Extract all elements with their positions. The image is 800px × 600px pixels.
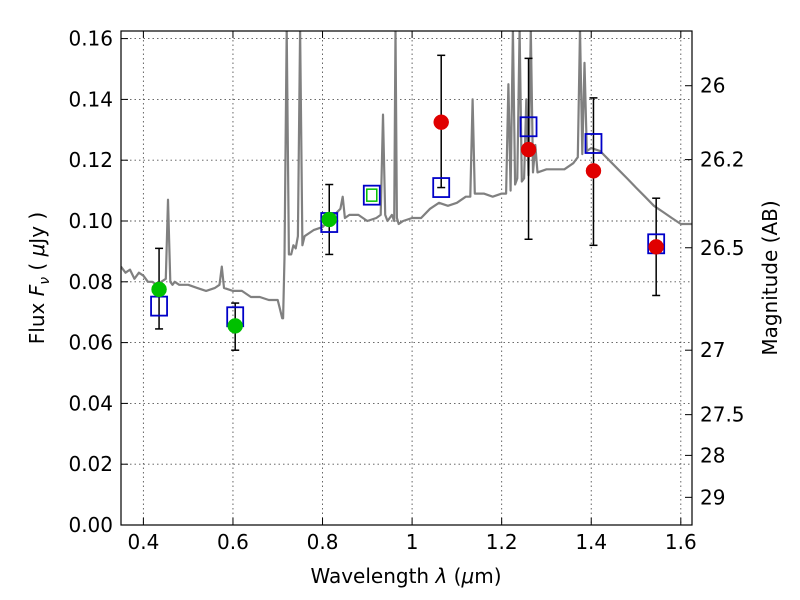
y2-axis-title: Magnitude (AB) (758, 200, 782, 355)
observed-point-optical (151, 281, 167, 298)
mag-tick-label: 27.5 (700, 403, 745, 427)
y-axis-title: Flux Fν ( μJy ) (25, 212, 53, 344)
y-tick-label: 0.08 (68, 270, 113, 294)
observed-point-nir (648, 239, 664, 255)
plot-frame (120, 30, 693, 526)
y-tick-label: 0.02 (68, 452, 113, 476)
observed-point-optical (321, 211, 337, 228)
x-axis-title: Wavelength λ (μm) (310, 564, 501, 588)
mag-tick-label: 26.5 (700, 236, 745, 260)
axes: 0.4 0.6 0.8 1 1.2 1.4 1.6 0.00 0.02 0.04 0.06 0.08 0… (68, 27, 744, 554)
model-photometry-square (362, 184, 381, 206)
model-photometry-square (519, 116, 538, 138)
x-tick-label: 0.8 (307, 530, 339, 554)
x-tick-label: 0.4 (127, 530, 159, 554)
reference-marker (366, 188, 378, 202)
observed-point-nir (433, 114, 449, 130)
x-tick-label: 0.6 (217, 530, 249, 554)
x-tick-label: 1 (406, 530, 419, 554)
mag-tick-label: 29 (700, 485, 725, 509)
x-tick-label: 1.4 (575, 530, 607, 554)
y-tick-label: 0.06 (68, 331, 113, 355)
x-tick-label: 1.2 (486, 530, 518, 554)
model-spectrum-line (121, 31, 692, 320)
grid-lines (121, 31, 692, 526)
model-photometry-square (432, 177, 451, 198)
y-tick-label: 0.16 (68, 27, 113, 51)
mag-tick-label: 28 (700, 443, 725, 467)
y-tick-label: 0.12 (68, 148, 113, 172)
y-tick-label: 0.04 (68, 391, 113, 415)
y-tick-label: 0.14 (68, 87, 113, 111)
observed-point-nir (520, 141, 537, 158)
x-tick-label: 1.6 (665, 530, 697, 554)
model-photometry-square (584, 133, 603, 154)
observed-point-optical (227, 318, 243, 334)
plot-area (121, 31, 692, 351)
y-tick-label: 0.10 (68, 209, 113, 233)
mag-tick-label: 26.2 (700, 148, 745, 172)
y-tick-label: 0.00 (68, 513, 113, 537)
mag-tick-label: 27 (700, 338, 725, 362)
observed-point-nir (585, 163, 602, 179)
mag-tick-label: 26 (700, 74, 725, 98)
